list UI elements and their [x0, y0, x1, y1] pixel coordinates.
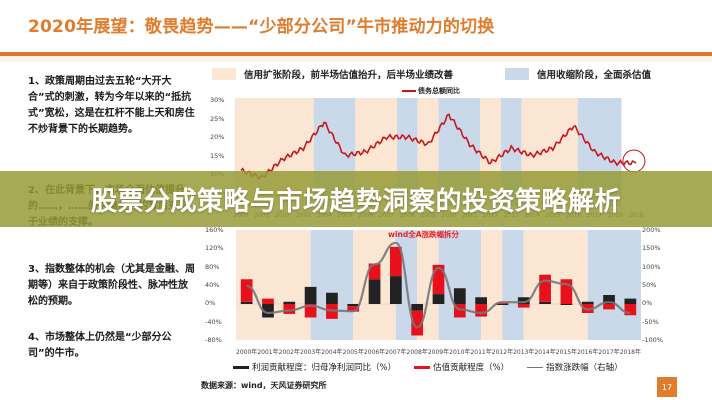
left-y-tick-label: 0%: [205, 299, 215, 307]
x-tick-label: 2013年: [513, 347, 534, 356]
x-tick-label: 2006年: [364, 347, 385, 356]
legend-profit-label: 利润贡献程度：归母净利润同比（%）: [252, 361, 396, 373]
left-y-tick-label: 120%: [205, 244, 224, 252]
right-y-tick-label: -50%: [642, 318, 659, 326]
legend-contraction-label: 信用收缩阶段，全面杀估值: [537, 67, 651, 81]
right-y-tick-label: 200%: [642, 226, 661, 234]
x-tick-label: 2016年: [577, 347, 598, 356]
x-tick-label: 2003年: [300, 347, 321, 356]
left-y-tick-label: 160%: [205, 226, 224, 234]
point-4: 4、市场整体上仍然是“少部分公司”的牛市。: [28, 330, 196, 362]
left-y-tick-label: -80%: [205, 336, 222, 344]
bottom-legend: 利润贡献程度：归母净利润同比（%） 估值贡献程度（%） 指数涨跌幅（右轴）: [233, 361, 641, 373]
x-tick-label: 2004年: [321, 347, 342, 356]
x-tick-label: 2011年: [470, 347, 491, 356]
right-y-tick-label: 0%: [642, 299, 652, 307]
page-number: 17: [657, 377, 677, 397]
overlay-banner: 股票分成策略与市场趋势洞察的投资策略解析: [0, 171, 712, 227]
legend-contraction: 信用收缩阶段，全面杀估值: [505, 67, 651, 81]
left-y-tick-label: -40%: [205, 318, 222, 326]
y-tick-label: 20%: [210, 133, 224, 141]
slide-title: 2020年展望：敬畏趋势——“少部分公司”牛市推动力的切换: [28, 12, 494, 37]
point-3: 3、指数整体的机会（尤其是金融、周期等）来自于政策阶段性、脉冲性放松的预期。: [28, 262, 196, 310]
legend-index: 指数涨跌幅（右轴）: [527, 361, 623, 373]
legend-valuation: 估值贡献程度（%）: [414, 361, 509, 373]
left-y-tick-label: 80%: [205, 263, 219, 271]
x-tick-label: 2005年: [343, 347, 364, 356]
profit-swatch: [233, 366, 249, 369]
title-divider-shadow: [0, 56, 712, 62]
x-tick-label: 2015年: [556, 347, 577, 356]
legend-expansion: 信用扩张阶段，前半场估值抬升，后半场业绩改善: [212, 67, 453, 81]
y-tick-label: 15%: [210, 152, 224, 160]
x-tick-label: 2008年: [407, 347, 428, 356]
x-tick-label: 2002年: [279, 347, 300, 356]
index-swatch: [527, 367, 543, 368]
y-tick-label: 30%: [210, 96, 224, 104]
x-tick-label: 2017年: [598, 347, 619, 356]
x-tick-label: 2012年: [492, 347, 513, 356]
legend-index-label: 指数涨跌幅（右轴）: [546, 361, 623, 373]
right-y-tick-label: 50%: [642, 281, 656, 289]
x-tick-label: 2018年: [620, 347, 641, 356]
valuation-swatch: [414, 366, 430, 369]
x-tick-label: 2001年: [257, 347, 278, 356]
x-tick-label: 2009年: [428, 347, 449, 356]
line-swatch: [402, 90, 416, 92]
series-legend: 债务总额同比: [402, 86, 460, 96]
right-y-tick-label: 100%: [642, 263, 661, 271]
left-y-tick-label: 40%: [205, 281, 219, 289]
x-tick-label: 2000年: [236, 347, 257, 356]
x-tick-label: 2007年: [385, 347, 406, 356]
series-legend-label: 债务总额同比: [418, 86, 460, 96]
data-source: 数据来源：wind，天风证券研究所: [201, 380, 327, 391]
expansion-swatch: [212, 68, 236, 80]
legend-profit: 利润贡献程度：归母净利润同比（%）: [233, 361, 396, 373]
legend-valuation-label: 估值贡献程度（%）: [433, 361, 509, 373]
legend-expansion-label: 信用扩张阶段，前半场估值抬升，后半场业绩改善: [244, 67, 453, 81]
x-tick-label: 2010年: [449, 347, 470, 356]
contraction-swatch: [505, 68, 529, 80]
index-decomposition-bar-chart: [228, 228, 658, 344]
right-y-tick-label: 150%: [642, 244, 661, 252]
y-tick-label: 25%: [210, 115, 224, 123]
banner-title: 股票分成策略与市场趋势洞察的投资策略解析: [91, 181, 621, 218]
right-y-tick-label: -100%: [642, 336, 663, 344]
point-1: 1、政策周期由过去五轮“大开大合”式的刺激，转为今年以来的“抵抗式”宽松，这是在…: [28, 74, 196, 138]
slide: 2020年展望：敬畏趋势——“少部分公司”牛市推动力的切换 1、政策周期由过去五…: [0, 0, 712, 400]
x-tick-label: 2014年: [534, 347, 555, 356]
bottom-chart-title: wind全A涨跌幅拆分: [388, 229, 459, 240]
